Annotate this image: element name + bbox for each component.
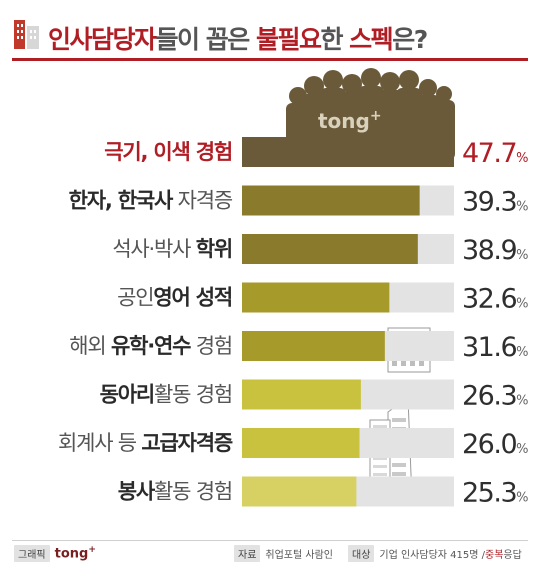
category-label-4: 해외 유학·연수 경험: [69, 334, 232, 358]
target-note: 중복: [485, 550, 504, 561]
footer-source: 자료 취업포털 사람인: [234, 545, 333, 562]
building-tower-window: [392, 472, 406, 476]
crowd-head-4: [361, 68, 381, 88]
bar-1: [242, 185, 420, 216]
value-label-6: 26.0%: [462, 429, 528, 460]
building-side-window: [373, 457, 387, 460]
bar-4: [242, 331, 385, 361]
bar-7: [242, 476, 357, 507]
source-tag: 자료: [234, 545, 261, 562]
crowd-head-1: [304, 76, 324, 96]
footer-target: 대상 기업 인사담당자 415명 / 중복 응답: [348, 545, 522, 562]
footer-divider: [12, 540, 528, 541]
crowd-body-6: [396, 88, 422, 148]
page-title: 인사담당자들이 꼽은 불필요한 스펙은?: [48, 20, 428, 56]
footer-logo: tong+: [55, 545, 96, 561]
footer-logo-name: tong: [54, 546, 89, 562]
category-label-3: 공인영어 성적: [117, 286, 232, 310]
value-label-1: 39.3%: [462, 187, 528, 218]
building-small-window: [392, 361, 397, 366]
target-value: 기업 인사담당자 415명 /: [379, 550, 485, 561]
crowd-head-3: [342, 74, 362, 94]
value-label-7: 25.3%: [462, 478, 528, 509]
building-small-window: [419, 361, 424, 366]
bar-0: [242, 137, 454, 167]
building-side-window: [373, 473, 387, 476]
target-tag: 대상: [348, 545, 375, 562]
category-label-6: 회계사 등 고급자격증: [58, 431, 233, 455]
building-tower-window: [392, 463, 406, 467]
building-side-window: [373, 425, 387, 428]
category-label-5: 동아리활동 경험: [100, 383, 232, 407]
crowd-head-7: [419, 79, 437, 97]
value-label-3: 32.6%: [462, 284, 528, 315]
crowd-head-5: [380, 72, 400, 92]
brand-logo: tong+: [318, 108, 382, 133]
crowd-head-6: [399, 70, 419, 90]
bar-2: [242, 234, 418, 264]
category-label-2: 석사·박사 학위: [112, 237, 232, 261]
value-label-5: 26.3%: [462, 381, 528, 412]
bar-5: [242, 379, 361, 410]
category-label-0: 극기, 이색 경험: [104, 140, 232, 164]
target-suffix: 응답: [503, 550, 522, 561]
title-part-3: 불필요: [255, 25, 322, 54]
title-part-1: 인사담당자: [48, 25, 157, 54]
building-tower-window: [392, 418, 406, 422]
source-value: 취업포털 사람인: [265, 550, 333, 561]
building-side-window: [373, 465, 387, 468]
crowd-head-2: [323, 70, 343, 90]
bar-6: [242, 428, 360, 458]
category-label-7: 봉사활동 경험: [118, 480, 232, 504]
crowd-head-8: [436, 86, 452, 102]
building-small-window: [410, 361, 415, 366]
value-label-2: 38.9%: [462, 235, 528, 266]
footer-graphic: 그래픽 tong+: [14, 545, 96, 562]
graphic-tag: 그래픽: [14, 545, 50, 562]
category-label-1: 한자, 한국사 자격증: [69, 189, 233, 213]
title-part-2: 들이 꼽은: [155, 25, 256, 54]
title-part-5: 스펙: [349, 25, 394, 54]
building-small-window: [401, 361, 406, 366]
footer-logo-mark: +: [88, 545, 96, 556]
title-part-4: 한: [320, 25, 350, 54]
value-label-4: 31.6%: [462, 332, 528, 363]
building-icon: [14, 20, 39, 49]
title-part-6: 은?: [392, 25, 428, 54]
value-label-0: 47.7%: [462, 138, 528, 169]
title-divider: [12, 58, 528, 61]
bar-3: [242, 282, 390, 313]
